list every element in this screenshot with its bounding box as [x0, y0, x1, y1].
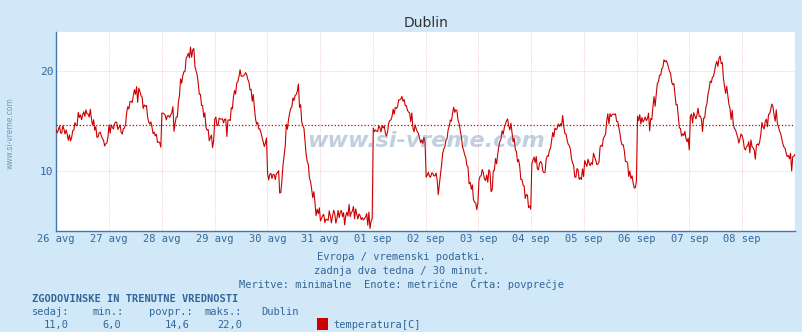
Text: ZGODOVINSKE IN TRENUTNE VREDNOSTI: ZGODOVINSKE IN TRENUTNE VREDNOSTI	[32, 294, 238, 304]
Text: 6,0: 6,0	[103, 320, 121, 330]
Text: povpr.:: povpr.:	[148, 307, 192, 317]
Title: Dublin: Dublin	[403, 16, 448, 30]
Text: Meritve: minimalne  Enote: metrične  Črta: povprečje: Meritve: minimalne Enote: metrične Črta:…	[239, 278, 563, 290]
Text: 14,6: 14,6	[164, 320, 189, 330]
Text: zadnja dva tedna / 30 minut.: zadnja dva tedna / 30 minut.	[314, 266, 488, 276]
Text: 11,0: 11,0	[44, 320, 69, 330]
Text: www.si-vreme.com: www.si-vreme.com	[6, 97, 15, 169]
Text: www.si-vreme.com: www.si-vreme.com	[306, 131, 544, 151]
Text: min.:: min.:	[92, 307, 124, 317]
Text: sedaj:: sedaj:	[32, 307, 70, 317]
Text: 22,0: 22,0	[217, 320, 241, 330]
Text: maks.:: maks.:	[205, 307, 242, 317]
Text: Dublin: Dublin	[261, 307, 298, 317]
Text: temperatura[C]: temperatura[C]	[333, 320, 420, 330]
Text: Evropa / vremenski podatki.: Evropa / vremenski podatki.	[317, 252, 485, 262]
